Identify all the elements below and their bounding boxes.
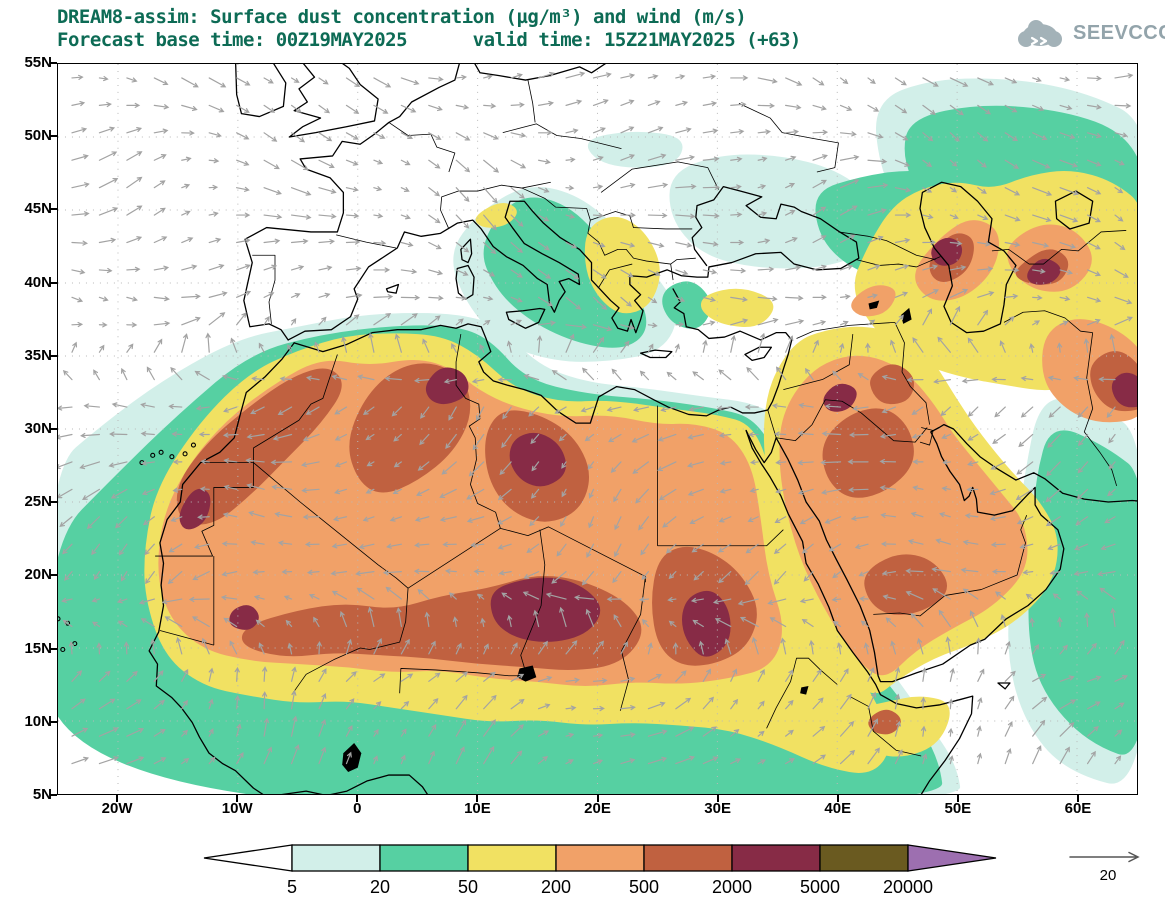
axis-tick (716, 795, 719, 802)
seevccc-logo: SEEVCCC (1014, 16, 1165, 50)
wind-scale-value: 20 (1099, 867, 1117, 884)
wind-arrows-layer (58, 71, 1134, 765)
map-canvas (58, 64, 1137, 794)
legend-swatch (555, 844, 645, 872)
lon-label: 20W (101, 800, 133, 817)
axis-tick (50, 62, 57, 64)
axis-tick (50, 135, 57, 138)
lon-label: 60E (1064, 800, 1092, 817)
axis-tick (50, 428, 57, 430)
axis-tick (50, 574, 57, 577)
axis-tick (956, 795, 959, 802)
lon-label: 40E (824, 800, 852, 817)
lat-label: 5N (32, 786, 52, 803)
lat-label: 25N (24, 493, 52, 511)
reference-arrow (1069, 851, 1140, 863)
lat-label: 30N (24, 420, 52, 437)
axis-tick (116, 795, 119, 802)
axis-tick (50, 208, 57, 211)
axis-tick (50, 647, 57, 650)
lat-label: 55N (24, 54, 52, 71)
lat-label: 10N (24, 712, 52, 730)
axis-tick (236, 795, 239, 802)
cloud-icon (1018, 20, 1062, 47)
legend-tick-label: 50 (457, 877, 479, 897)
legend-tick-label: 500 (628, 877, 660, 897)
lon-label: 30E (704, 800, 731, 817)
axis-tick (596, 795, 599, 802)
axis-tick (50, 794, 57, 796)
legend-arrow-left (203, 844, 293, 872)
lat-label: 20N (24, 566, 52, 584)
legend-swatch (819, 844, 909, 872)
axis-tick (1076, 795, 1079, 802)
legend-tick-label: 200 (540, 877, 572, 897)
lon-label: 50E (944, 800, 972, 817)
dust-shading-layer (58, 78, 1137, 794)
color-scale-bar (203, 844, 997, 872)
legend-swatch (291, 844, 381, 872)
chart-title: DREAM8-assim: Surface dust concentration… (57, 6, 747, 28)
lat-label: 35N (24, 346, 52, 364)
axis-tick (50, 720, 57, 723)
lon-label: 20E (584, 800, 611, 817)
chart-subtitle: Forecast base time: 00Z19MAY2025 valid t… (57, 29, 801, 51)
logo-text: SEEVCCC (1073, 21, 1165, 44)
wind-scale-arrow (1069, 851, 1140, 863)
lon-label: 10W (221, 800, 253, 817)
lakes-layer (342, 300, 912, 773)
axis-tick (476, 795, 479, 802)
axis-tick (50, 281, 57, 284)
lat-label: 45N (24, 200, 52, 218)
legend-tick-label: 5000 (799, 877, 841, 897)
axis-tick (836, 795, 839, 802)
legend-swatch (643, 844, 733, 872)
legend-tick-label: 2000 (711, 877, 753, 897)
axis-tick (356, 795, 359, 802)
legend-swatch (731, 844, 821, 872)
axis-tick (50, 354, 57, 357)
lat-label: 50N (24, 127, 52, 145)
forecast-map (57, 63, 1138, 795)
lat-label: 15N (24, 639, 52, 657)
graticule-layer (58, 64, 1137, 794)
lon-label: 10E (464, 800, 491, 817)
legend-tick-label: 20 (369, 877, 391, 897)
borders-layer (155, 79, 1127, 757)
legend-swatch (379, 844, 469, 872)
lat-label: 40N (24, 273, 52, 291)
axis-tick (50, 501, 57, 504)
lon-label: 0 (353, 800, 362, 817)
legend-arrow-right (907, 844, 997, 872)
legend-tick-label: 5 (286, 877, 297, 897)
legend-swatch (467, 844, 557, 872)
legend-tick-label: 20000 (882, 877, 934, 897)
